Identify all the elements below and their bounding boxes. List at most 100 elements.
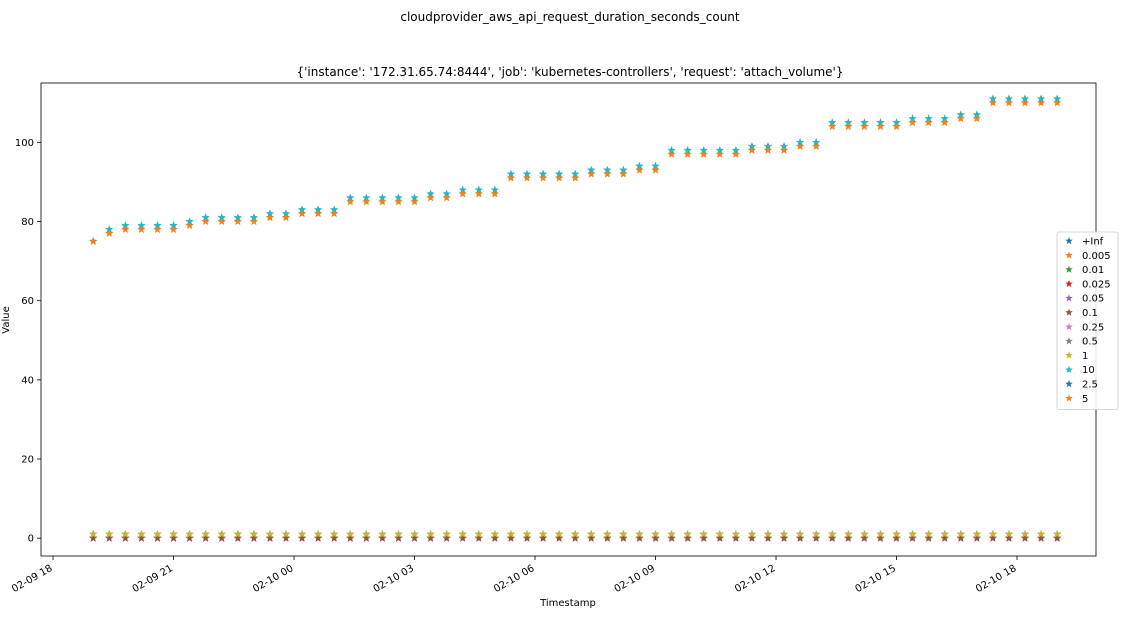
- data-point: [410, 193, 419, 202]
- data-point: [1053, 530, 1062, 538]
- data-point: [699, 146, 708, 154]
- data-point: [137, 221, 146, 229]
- data-point: [298, 530, 307, 538]
- data-point: [940, 530, 949, 538]
- data-point: [458, 185, 467, 194]
- data-point: [555, 173, 564, 182]
- data-point: [378, 193, 387, 202]
- legend: +Inf 0.005 0.01 0.025 0.05 0.1 0.25 0.5 1 10 2.5 5: [1056, 231, 1119, 411]
- legend-box: [1056, 231, 1119, 411]
- data-point: [185, 533, 194, 542]
- data-point: [972, 110, 981, 119]
- data-point: [458, 189, 467, 198]
- data-point: [1021, 98, 1030, 107]
- data-point: [747, 142, 756, 150]
- legend-marker: [1065, 394, 1073, 402]
- data-point: [282, 213, 290, 221]
- data-point: [571, 173, 580, 182]
- legend-label: +Inf: [1082, 237, 1104, 248]
- data-point: [587, 169, 596, 178]
- y-tick-label: 60: [21, 296, 34, 307]
- data-point: [780, 530, 789, 538]
- data-point: [121, 225, 130, 233]
- data-point: [956, 533, 965, 542]
- x-tick-label: 02-10 15: [854, 563, 898, 595]
- data-point: [555, 530, 564, 538]
- data-point: [1037, 533, 1046, 542]
- legend-marker: [1065, 365, 1073, 373]
- data-point: [731, 146, 740, 154]
- data-point: [378, 530, 387, 538]
- x-tick-label: 02-09 21: [131, 563, 175, 595]
- data-point: [217, 533, 226, 542]
- data-point: [201, 213, 210, 221]
- x-axis-label: Timestamp: [539, 598, 596, 609]
- data-point: [314, 530, 323, 538]
- data-point: [812, 533, 821, 542]
- legend-label: 0.005: [1082, 251, 1111, 262]
- data-point: [523, 173, 531, 182]
- data-point: [747, 533, 756, 542]
- y-axis-label: Value: [1, 306, 12, 333]
- data-point: [956, 530, 965, 538]
- data-point: [410, 533, 419, 542]
- data-point: [603, 165, 612, 174]
- data-point: [828, 533, 837, 542]
- data-point: [892, 530, 901, 538]
- data-point: [426, 189, 435, 198]
- legend-label: 0.025: [1082, 279, 1111, 290]
- data-point: [1053, 94, 1062, 103]
- data-point: [796, 142, 805, 150]
- data-point: [137, 225, 146, 233]
- y-tick-label: 20: [21, 455, 34, 466]
- data-point: [410, 530, 419, 538]
- data-point: [346, 530, 355, 538]
- data-point: [860, 122, 869, 130]
- data-point: [298, 209, 307, 218]
- data-point: [619, 533, 628, 542]
- data-point: [683, 530, 692, 538]
- legend-label: 0.01: [1082, 265, 1104, 276]
- data-point: [506, 533, 515, 542]
- data-point: [523, 169, 531, 178]
- data-point: [89, 237, 98, 245]
- data-point: [394, 533, 403, 542]
- data-point: [105, 533, 114, 542]
- data-point: [924, 114, 933, 123]
- data-point: [956, 110, 965, 119]
- data-point: [89, 530, 98, 538]
- data-point: [185, 221, 194, 229]
- data-point: [346, 533, 355, 542]
- chart-title: cloudprovider_aws_api_request_duration_s…: [400, 10, 740, 24]
- data-point: [635, 165, 644, 174]
- data-point: [442, 533, 451, 542]
- data-point: [153, 533, 162, 542]
- data-point: [812, 142, 821, 150]
- data-point: [1037, 530, 1046, 538]
- data-point: [121, 533, 130, 542]
- data-point: [763, 142, 772, 150]
- data-point: [780, 533, 789, 542]
- data-point: [940, 533, 949, 542]
- data-point: [908, 114, 917, 123]
- data-point: [282, 533, 290, 542]
- data-point: [105, 225, 114, 233]
- data-point: [506, 169, 515, 178]
- data-point: [89, 533, 98, 542]
- data-point: [490, 189, 499, 198]
- data-point: [330, 533, 339, 542]
- data-point: [812, 138, 821, 146]
- data-point: [201, 530, 210, 538]
- data-point: [474, 530, 483, 538]
- data-point: [233, 533, 242, 542]
- data-point: [796, 533, 805, 542]
- legend-marker: [1065, 337, 1073, 345]
- data-point: [1004, 533, 1013, 542]
- data-point: [362, 193, 371, 202]
- legend-label: 0.1: [1082, 308, 1098, 319]
- data-point: [217, 213, 226, 221]
- data-point: [426, 193, 435, 202]
- data-point: [442, 189, 451, 198]
- data-point: [555, 169, 564, 178]
